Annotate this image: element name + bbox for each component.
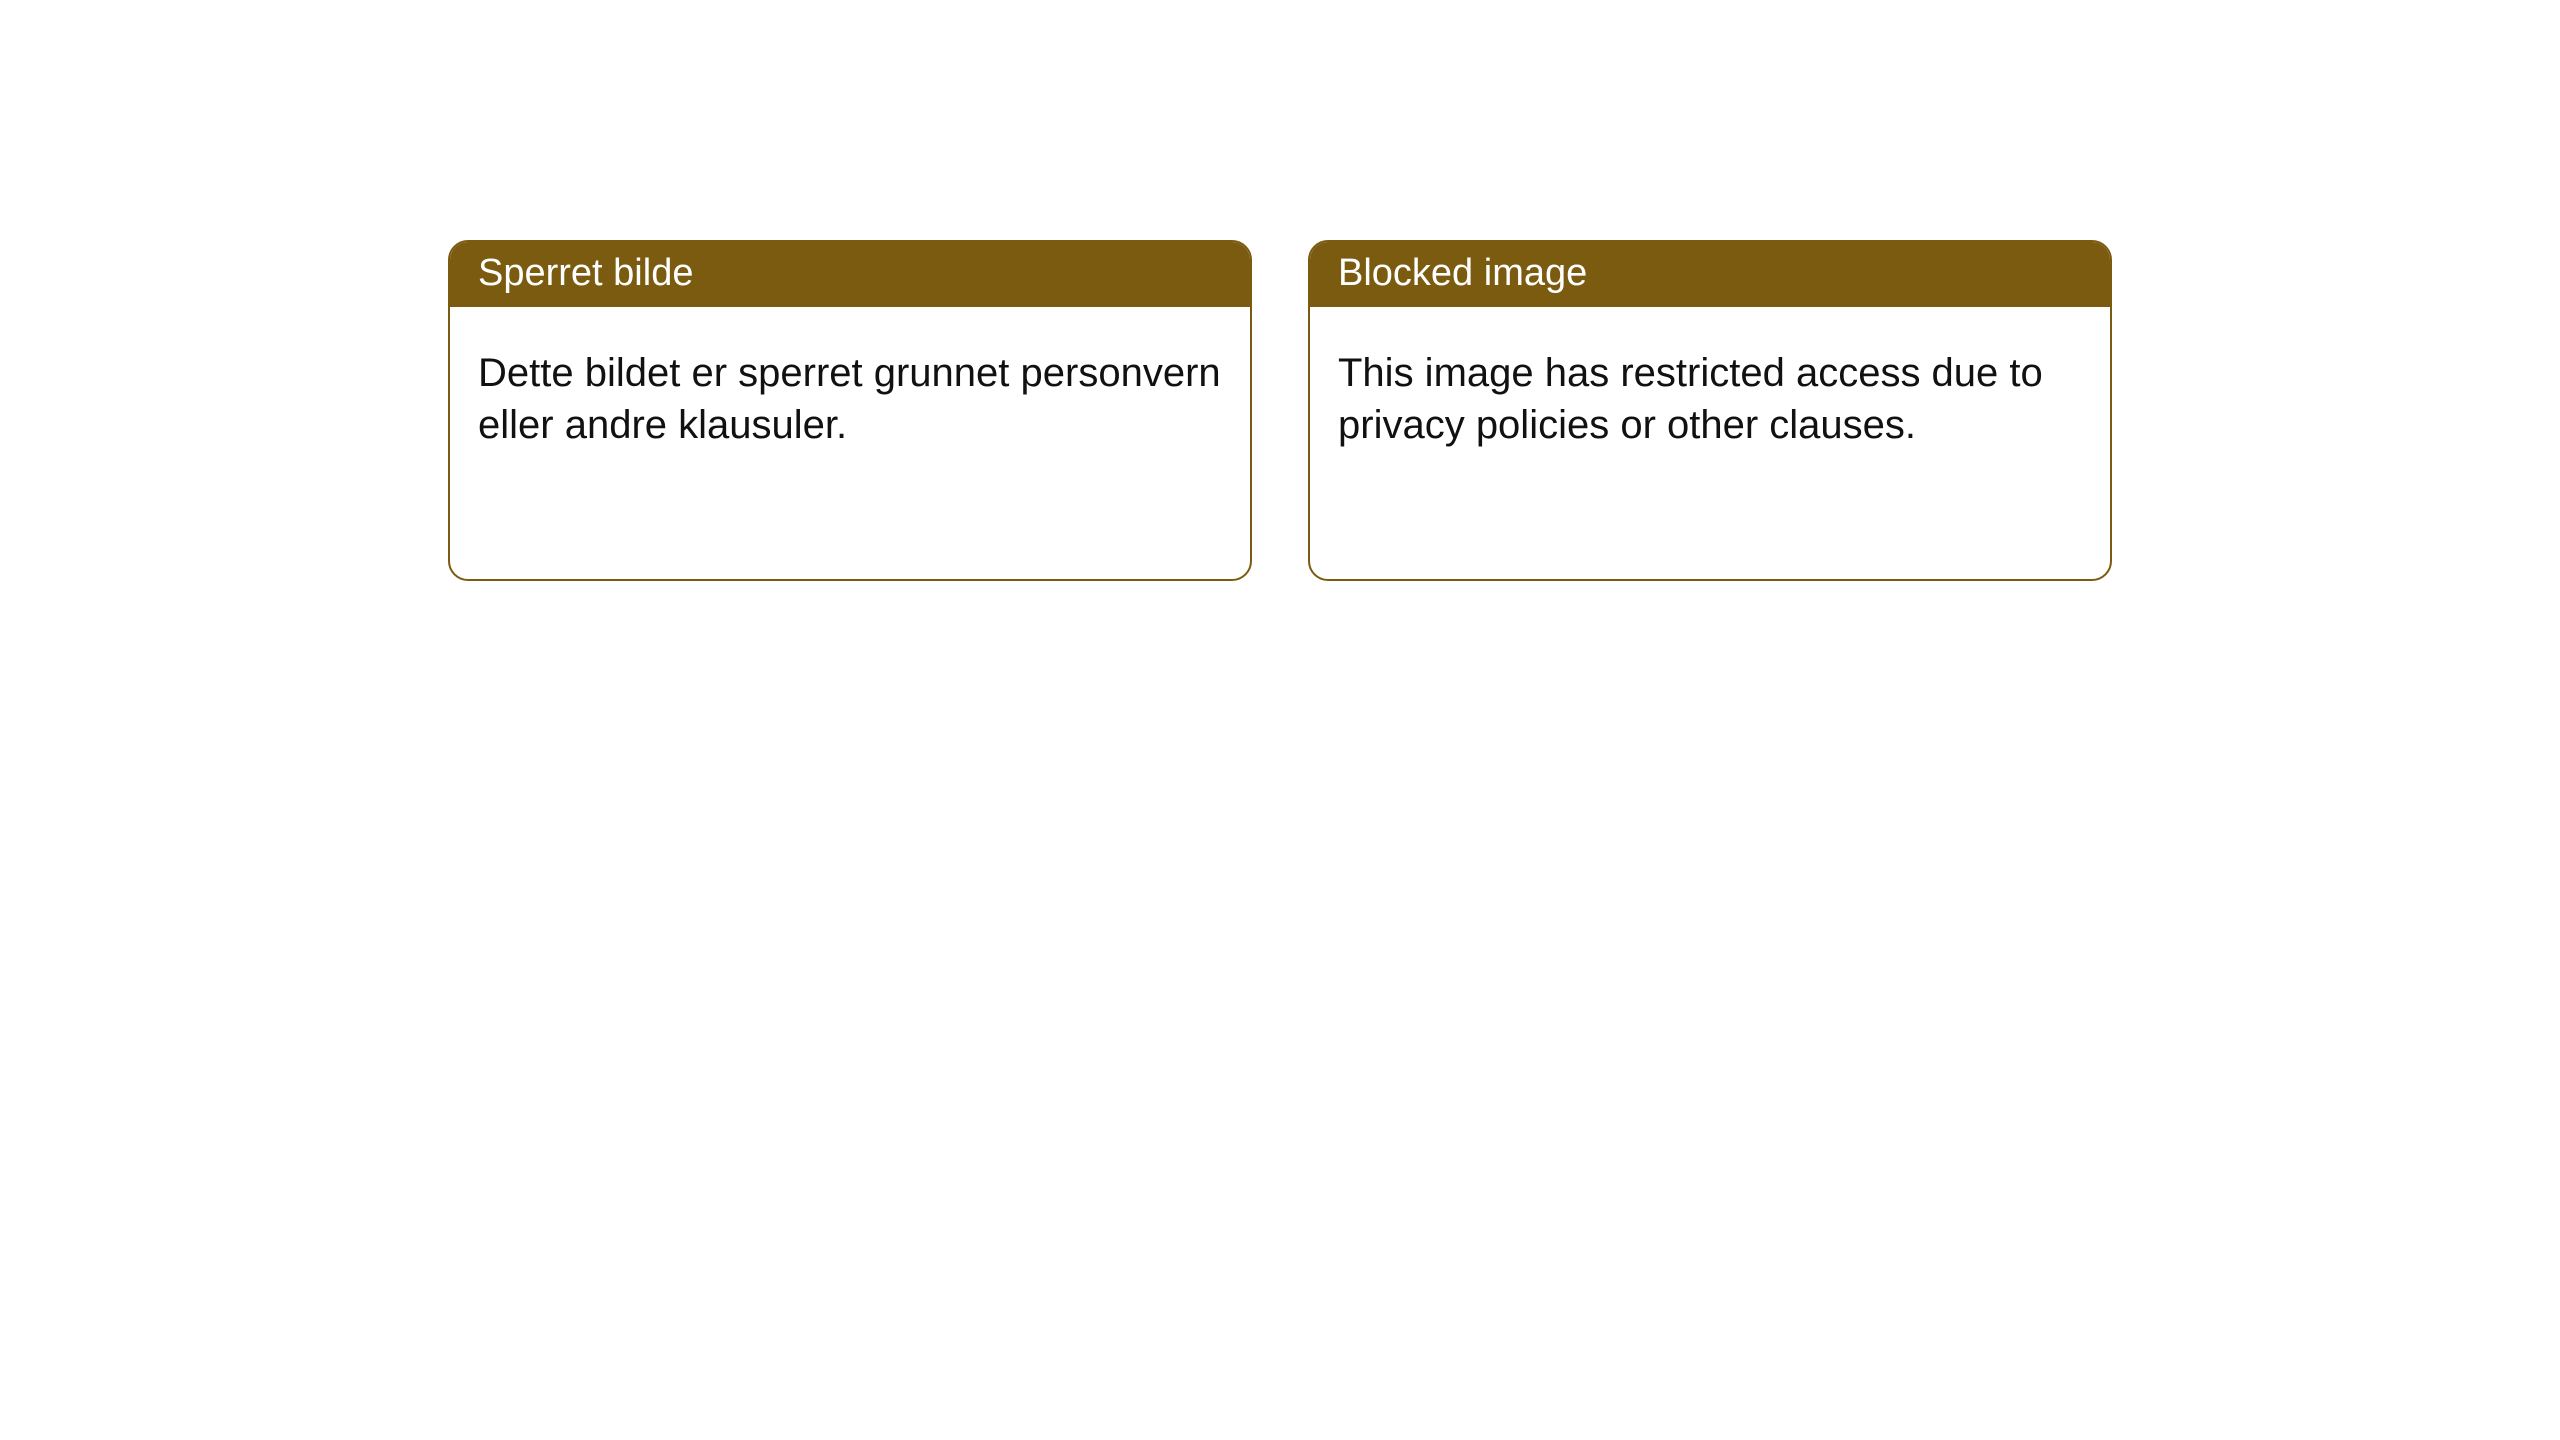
- card-header: Sperret bilde: [450, 242, 1250, 307]
- notice-container: Sperret bilde Dette bildet er sperret gr…: [0, 0, 2560, 581]
- card-body: This image has restricted access due to …: [1310, 307, 2110, 579]
- notice-card-en: Blocked image This image has restricted …: [1308, 240, 2112, 581]
- notice-card-no: Sperret bilde Dette bildet er sperret gr…: [448, 240, 1252, 581]
- card-header: Blocked image: [1310, 242, 2110, 307]
- card-body: Dette bildet er sperret grunnet personve…: [450, 307, 1250, 579]
